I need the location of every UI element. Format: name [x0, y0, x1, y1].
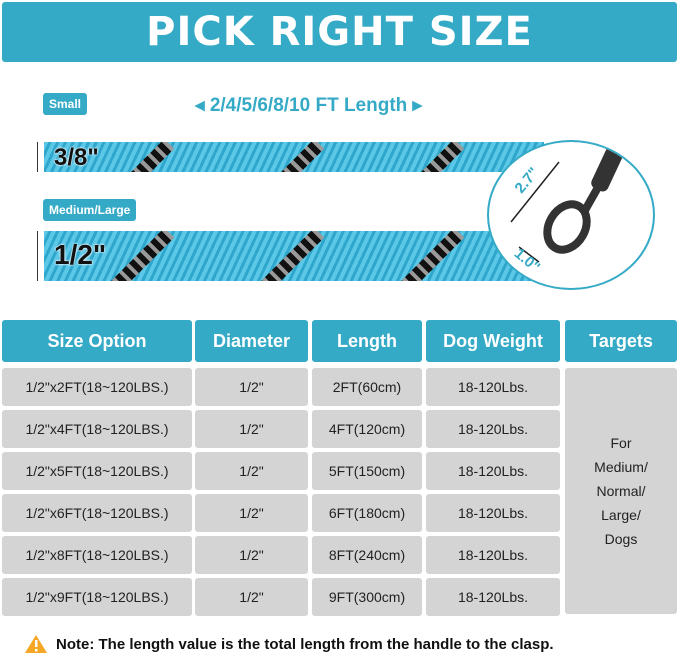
- cell-diameter: 1/2": [195, 410, 308, 448]
- cell-size-option: 1/2"x5FT(18~120LBS.): [2, 452, 192, 490]
- cell-dog-weight: 18-120Lbs.: [426, 578, 560, 616]
- cell-length: 5FT(150cm): [312, 452, 422, 490]
- cell-dog-weight: 18-120Lbs.: [426, 494, 560, 532]
- cell-size-option: 1/2"x9FT(18~120LBS.): [2, 578, 192, 616]
- cell-size-option: 1/2"x6FT(18~120LBS.): [2, 494, 192, 532]
- cell-dog-weight: 18-120Lbs.: [426, 410, 560, 448]
- cell-length: 6FT(180cm): [312, 494, 422, 532]
- cell-length: 2FT(60cm): [312, 368, 422, 406]
- header-length: Length: [312, 320, 422, 362]
- header-targets: Targets: [565, 320, 677, 362]
- cell-size-option: 1/2"x8FT(18~120LBS.): [2, 536, 192, 574]
- cell-size-option: 1/2"x2FT(18~120LBS.): [2, 368, 192, 406]
- medium-diameter: 1/2": [54, 239, 107, 270]
- cell-dog-weight: 18-120Lbs.: [426, 536, 560, 574]
- cell-dog-weight: 18-120Lbs.: [426, 452, 560, 490]
- cell-diameter: 1/2": [195, 494, 308, 532]
- page-title: PICK RIGHT SIZE: [2, 2, 677, 62]
- header-size-option: Size Option: [2, 320, 192, 362]
- small-diameter: 3/8": [54, 144, 99, 171]
- cell-diameter: 1/2": [195, 578, 308, 616]
- cell-dog-weight: 18-120Lbs.: [426, 368, 560, 406]
- header-diameter: Diameter: [195, 320, 308, 362]
- medium-large-size-tag: Medium/Large: [43, 199, 137, 221]
- medium-dimension-marker: [37, 231, 38, 281]
- medium-rope-image: 1/2": [44, 231, 544, 281]
- cell-diameter: 1/2": [195, 368, 308, 406]
- warning-icon: [25, 635, 47, 653]
- cell-length: 8FT(240cm): [312, 536, 422, 574]
- cell-length: 4FT(120cm): [312, 410, 422, 448]
- targets-cell: For Medium/ Normal/ Large/ Dogs: [565, 368, 677, 614]
- note-text: Note: The length value is the total leng…: [56, 635, 554, 653]
- cell-size-option: 1/2"x4FT(18~120LBS.): [2, 410, 192, 448]
- cell-length: 9FT(300cm): [312, 578, 422, 616]
- cell-diameter: 1/2": [195, 452, 308, 490]
- header-dog-weight: Dog Weight: [426, 320, 560, 362]
- cell-diameter: 1/2": [195, 536, 308, 574]
- clasp-detail: 2.7" 1.0": [487, 140, 655, 290]
- small-size-tag: Small: [43, 93, 88, 115]
- small-rope-image: 3/8": [44, 142, 544, 172]
- small-dimension-marker: [37, 142, 38, 172]
- note: Note: The length value is the total leng…: [24, 634, 554, 654]
- clasp-icon: [510, 142, 625, 263]
- length-options: ◂ 2/4/5/6/8/10 FT Length ▸: [195, 95, 423, 116]
